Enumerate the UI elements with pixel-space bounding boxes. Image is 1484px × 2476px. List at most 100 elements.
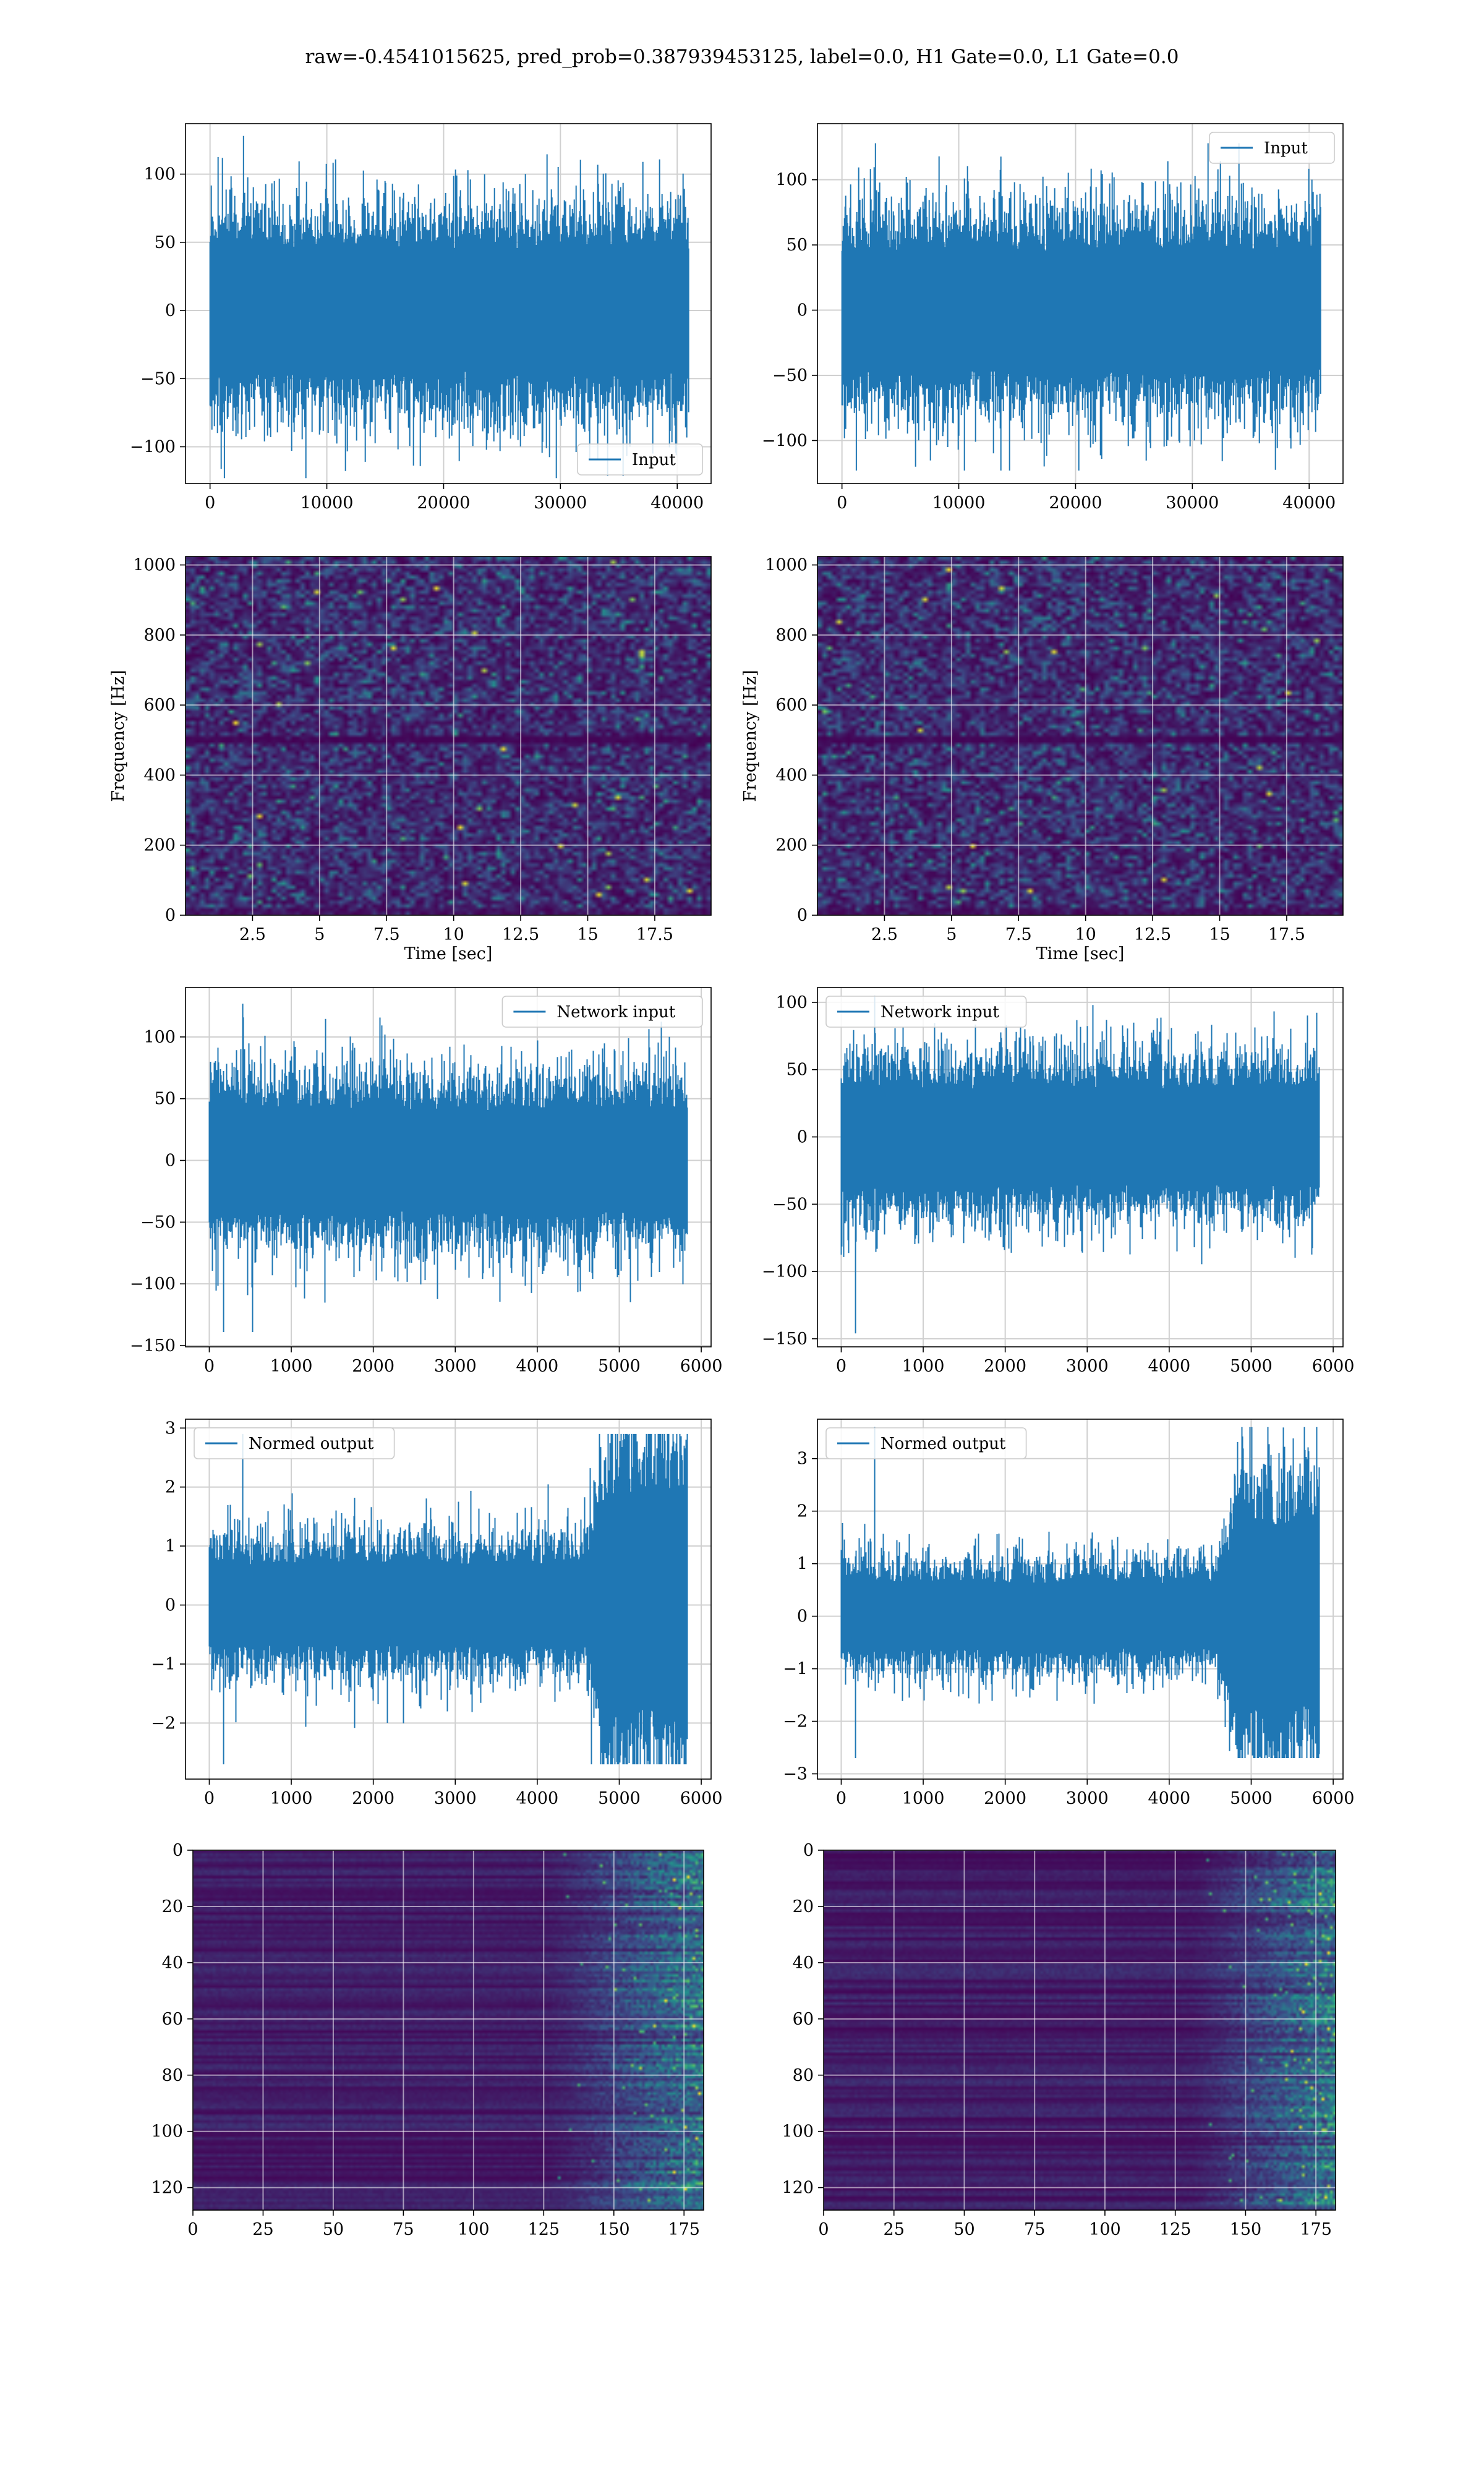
x-tick-label: 175: [1300, 2220, 1332, 2239]
x-tick-label: 1000: [270, 1357, 313, 1376]
axes-frame: [823, 1850, 1336, 2211]
y-tick-label: 100: [782, 2122, 814, 2141]
y-tick-label: 100: [143, 1028, 176, 1047]
y-tick-label: −1: [151, 1655, 176, 1674]
x-tick-label: 3000: [1066, 1357, 1109, 1376]
x-tick-label: 0: [204, 1789, 215, 1808]
series-line: [841, 143, 1321, 471]
y-tick-label: 50: [155, 233, 176, 252]
x-tick-label: 150: [598, 2220, 630, 2239]
x-tick-label: 10: [443, 925, 464, 944]
subplot-network-input-h1: 0 1000 2000 3000 4000 5000 6000 −150 −100 −50 0 50 1…: [130, 987, 723, 1376]
axes-frame: [192, 1850, 704, 2211]
y-tick-label: 400: [143, 766, 176, 785]
y-tick-label: 2: [165, 1478, 176, 1497]
x-tick-label: 10: [1075, 925, 1096, 944]
heatmap-image: [186, 557, 711, 915]
x-tick-label: 1000: [270, 1789, 313, 1808]
y-tick-label: 40: [793, 1953, 814, 1973]
y-tick-label: 40: [162, 1953, 183, 1973]
x-tick-label: 5000: [1230, 1357, 1273, 1376]
x-tick-label: 0: [205, 493, 215, 513]
y-axis-label: Frequency [Hz]: [741, 670, 760, 801]
y-tick-label: −100: [762, 1262, 808, 1281]
legend-box: [825, 1427, 1027, 1459]
x-tick-label: 125: [528, 2220, 560, 2239]
y-tick-label: −100: [762, 431, 808, 450]
legend-label: Input: [1264, 139, 1308, 158]
axes-frame: [185, 1419, 712, 1780]
heatmap-image: [193, 1850, 704, 2210]
y-tick-label: 0: [797, 1128, 808, 1147]
y-tick-label: −50: [140, 369, 176, 388]
legend: Input: [1209, 132, 1335, 164]
x-tick-label: 0: [187, 2220, 198, 2239]
axes-frame: [185, 987, 712, 1347]
y-tick-label: −2: [151, 1714, 176, 1733]
x-tick-label: 2.5: [871, 925, 898, 944]
x-tick-label: 125: [1159, 2220, 1192, 2239]
x-tick-label: 20000: [1049, 493, 1102, 513]
axes-frame: [185, 556, 712, 916]
y-tick-label: −3: [783, 1765, 808, 1784]
legend: Normed output: [194, 1427, 395, 1459]
y-tick-label: −50: [772, 366, 808, 385]
x-tick-label: 100: [1089, 2220, 1121, 2239]
y-tick-label: 50: [787, 1061, 808, 1080]
x-tick-label: 30000: [1166, 493, 1219, 513]
x-tick-label: 20000: [417, 493, 470, 513]
x-tick-label: 0: [836, 1357, 846, 1376]
subplot-spectrogram-l1: 2.5 5 7.5 10 12.5 15 17.5 0 200 400 600 800 1000 Time…: [741, 556, 1344, 963]
x-tick-label: 2.5: [239, 925, 266, 944]
x-tick-label: 12.5: [1134, 925, 1171, 944]
y-tick-label: 60: [162, 2010, 183, 2029]
x-tick-label: 17.5: [636, 925, 673, 944]
subplot-input-h1: 0 10000 20000 30000 40000 −100 −50 0 50 100 Input: [130, 123, 712, 513]
legend: Network input: [825, 996, 1027, 1028]
y-tick-label: 2: [797, 1502, 808, 1521]
y-tick-label: −50: [140, 1213, 176, 1232]
axes-frame: [817, 1419, 1344, 1780]
figure-suptitle: raw=-0.4541015625, pred_prob=0.387939453…: [305, 46, 1179, 68]
x-tick-label: 25: [884, 2220, 905, 2239]
series-line: [208, 1004, 688, 1332]
y-tick-label: 400: [775, 766, 808, 785]
x-tick-label: 75: [393, 2220, 414, 2239]
x-tick-label: 5: [314, 925, 325, 944]
y-tick-label: 0: [803, 1841, 814, 1860]
y-tick-label: 600: [143, 696, 176, 715]
x-tick-label: 3000: [434, 1357, 477, 1376]
y-axis-label: Frequency [Hz]: [109, 670, 128, 801]
subplot-normed-output-h1: 0 1000 2000 3000 4000 5000 6000 −2 −1 0 1 2 3 Normed …: [151, 1419, 722, 1808]
x-tick-label: 4000: [1148, 1789, 1191, 1808]
y-tick-label: 120: [151, 2179, 183, 2198]
x-tick-label: 40000: [650, 493, 704, 513]
y-tick-label: 1000: [133, 556, 176, 575]
series-line: [208, 1433, 688, 1765]
series-line: [840, 1427, 1320, 1758]
x-tick-label: 0: [836, 1789, 846, 1808]
subplot-input-l1: 0 10000 20000 30000 40000 −100 −50 0 50 100 Input: [762, 123, 1344, 513]
axes-frame: [817, 556, 1344, 916]
x-tick-label: 6000: [680, 1357, 723, 1376]
y-tick-label: 20: [162, 1897, 183, 1916]
axes-frame: [185, 123, 712, 484]
x-tick-label: 1000: [902, 1789, 945, 1808]
heatmap-image: [817, 557, 1343, 915]
y-tick-label: 0: [165, 301, 176, 320]
x-tick-label: 30000: [534, 493, 587, 513]
x-tick-label: 15: [1209, 925, 1230, 944]
x-tick-label: 7.5: [1005, 925, 1032, 944]
x-tick-label: 5000: [598, 1357, 641, 1376]
legend-label: Normed output: [249, 1435, 374, 1453]
x-tick-label: 0: [204, 1357, 215, 1376]
subplot-network-input-l1: 0 1000 2000 3000 4000 5000 6000 −150 −100 −50 0 50 1…: [762, 987, 1354, 1376]
y-tick-label: 50: [155, 1090, 176, 1109]
x-tick-label: 2000: [984, 1789, 1026, 1808]
y-tick-label: 3: [797, 1449, 808, 1469]
series-line: [840, 996, 1320, 1334]
y-tick-label: 200: [143, 836, 176, 855]
x-tick-label: 1000: [902, 1357, 945, 1376]
